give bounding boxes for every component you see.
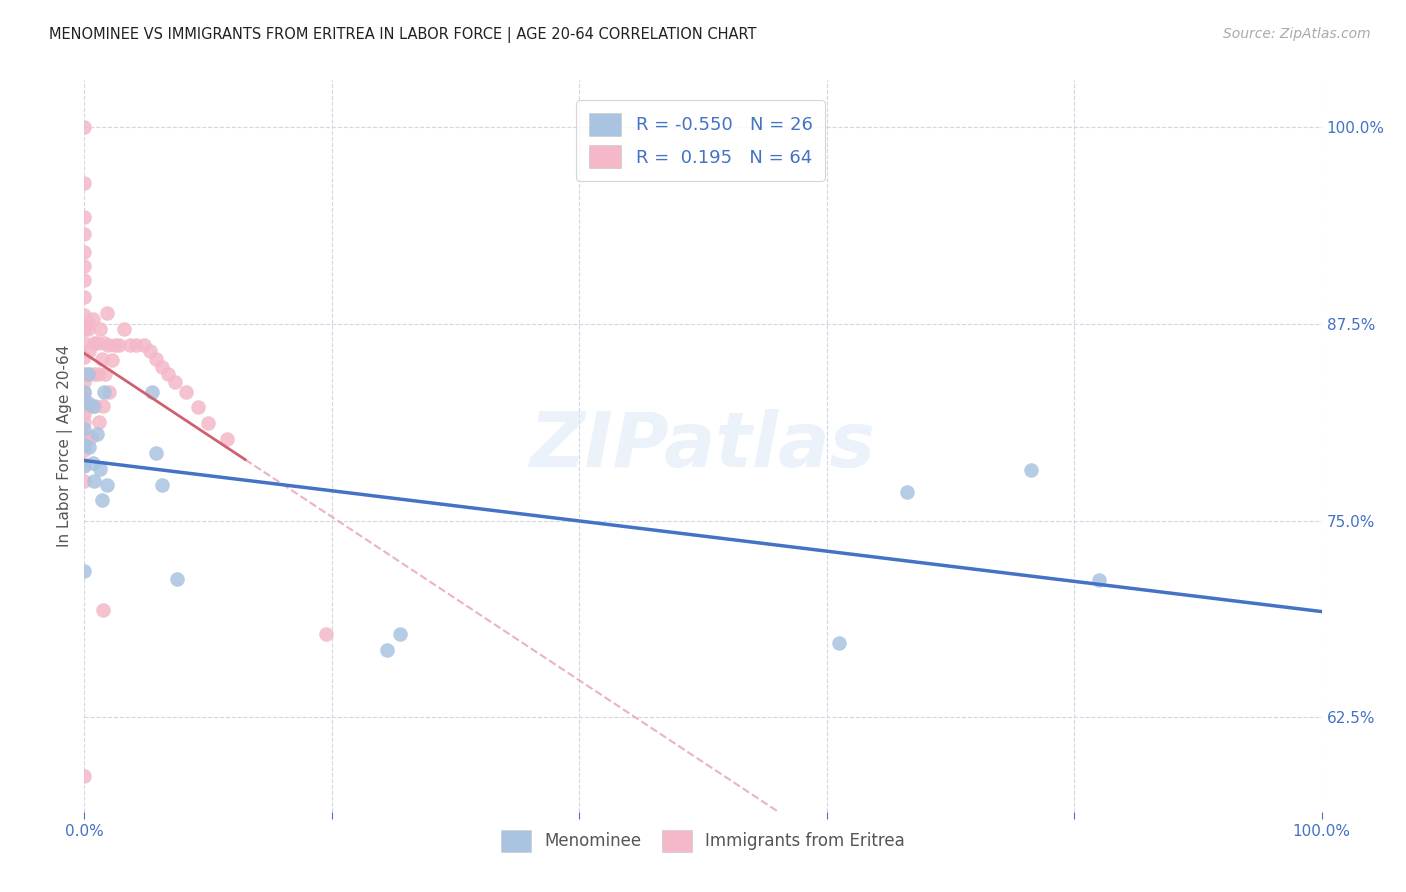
Point: [73, 384, 96, 399]
Point: [73, 458, 96, 473]
Point: [90, 493, 112, 508]
Point: [77, 322, 100, 336]
Point: [73, 429, 96, 443]
Point: [90, 351, 112, 366]
Point: [82, 399, 104, 413]
Point: [73, 368, 96, 382]
Point: [94, 368, 117, 382]
Point: [141, 384, 163, 399]
Point: [73, 475, 96, 489]
Point: [315, 627, 337, 641]
Point: [150, 477, 173, 491]
Point: [73, 438, 96, 452]
Point: [73, 442, 96, 457]
Point: [79, 343, 101, 358]
Point: [377, 642, 399, 657]
Text: Source: ZipAtlas.com: Source: ZipAtlas.com: [1223, 27, 1371, 41]
Point: [73, 399, 96, 413]
Point: [77, 316, 100, 330]
Point: [82, 312, 104, 326]
Point: [86, 335, 108, 350]
Point: [73, 227, 96, 242]
Point: [96, 477, 118, 491]
Point: [157, 368, 180, 382]
Point: [120, 337, 142, 351]
Point: [73, 308, 96, 322]
Point: [166, 572, 188, 586]
Point: [79, 430, 101, 444]
Point: [125, 337, 148, 351]
Point: [93, 335, 115, 350]
Point: [197, 416, 219, 430]
Point: [73, 391, 96, 405]
Point: [89, 462, 111, 476]
Point: [73, 259, 96, 273]
Point: [86, 427, 108, 442]
Point: [215, 432, 238, 446]
Point: [73, 376, 96, 390]
Point: [91, 603, 114, 617]
Point: [1088, 574, 1111, 588]
Point: [83, 368, 105, 382]
Point: [132, 337, 155, 351]
Point: [73, 210, 96, 224]
Point: [388, 627, 411, 641]
Point: [91, 399, 114, 413]
Point: [73, 384, 96, 399]
Point: [163, 376, 186, 390]
Point: [79, 368, 101, 382]
Y-axis label: In Labor Force | Age 20-64: In Labor Force | Age 20-64: [58, 345, 73, 547]
Point: [145, 351, 167, 366]
Point: [77, 368, 100, 382]
Point: [73, 415, 96, 429]
Point: [150, 359, 173, 374]
Point: [73, 457, 96, 471]
Point: [82, 456, 104, 470]
Point: [98, 384, 121, 399]
Point: [73, 564, 96, 578]
Point: [187, 401, 209, 415]
Point: [89, 322, 111, 336]
Text: MENOMINEE VS IMMIGRANTS FROM ERITREA IN LABOR FORCE | AGE 20-64 CORRELATION CHAR: MENOMINEE VS IMMIGRANTS FROM ERITREA IN …: [49, 27, 756, 43]
Point: [73, 768, 96, 782]
Point: [145, 446, 167, 460]
Point: [93, 384, 115, 399]
Point: [89, 415, 111, 429]
Point: [83, 335, 105, 350]
Point: [896, 485, 918, 500]
Point: [97, 337, 120, 351]
Point: [73, 335, 96, 350]
Point: [79, 440, 101, 454]
Point: [87, 368, 110, 382]
Point: [79, 399, 101, 413]
Point: [73, 244, 96, 259]
Point: [73, 290, 96, 304]
Text: ZIPatlas: ZIPatlas: [530, 409, 876, 483]
Point: [73, 407, 96, 421]
Point: [73, 350, 96, 364]
Point: [73, 273, 96, 287]
Point: [104, 337, 127, 351]
Point: [73, 120, 96, 135]
Point: [83, 475, 105, 489]
Point: [84, 399, 107, 413]
Legend: Menominee, Immigrants from Eritrea: Menominee, Immigrants from Eritrea: [495, 823, 911, 858]
Point: [112, 322, 135, 336]
Point: [73, 176, 96, 190]
Point: [73, 322, 96, 336]
Point: [100, 353, 122, 368]
Point: [1019, 463, 1042, 477]
Point: [77, 396, 100, 410]
Point: [73, 317, 96, 331]
Point: [828, 636, 851, 650]
Point: [174, 384, 197, 399]
Point: [96, 306, 118, 320]
Point: [139, 343, 162, 358]
Point: [108, 337, 131, 351]
Point: [73, 422, 96, 436]
